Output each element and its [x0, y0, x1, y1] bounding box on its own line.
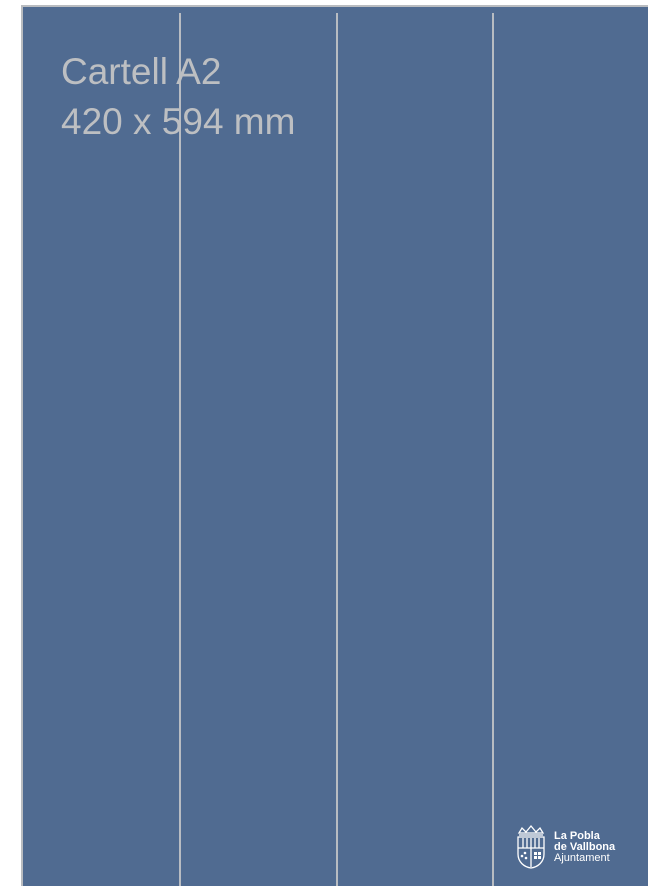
poster-canvas: Cartell A2 420 x 594 mm: [21, 5, 648, 886]
poster-dimensions: 420 x 594 mm: [61, 101, 296, 142]
logo-line-2: de Vallbona: [554, 840, 616, 853]
logo-line-3: Ajuntament: [554, 851, 610, 864]
poster-title: Cartell A2 420 x 594 mm: [61, 47, 295, 147]
logo-line-1: La Pobla: [554, 829, 600, 842]
logo-wordmark: La Pobla de Vallbona Ajuntament: [554, 829, 616, 864]
poster-format: Cartell A2: [61, 51, 222, 92]
column-guide-1: [179, 13, 181, 886]
column-guide-2: [336, 13, 338, 886]
municipality-logo: La Pobla de Vallbona Ajuntament: [514, 824, 615, 870]
column-guide-3: [492, 13, 494, 886]
coat-of-arms-icon: [517, 824, 545, 869]
